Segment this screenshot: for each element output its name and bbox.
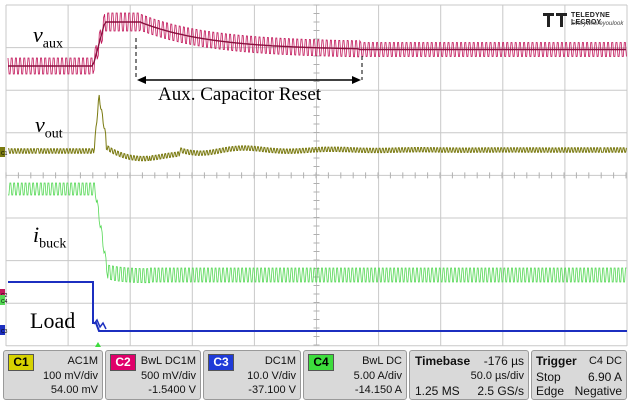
c4-coupling: BwL DC	[362, 355, 402, 367]
trace-load-glitch	[93, 318, 107, 330]
annotation-arrow-left-head	[137, 76, 146, 84]
channel-tag-c1: C1	[8, 354, 34, 371]
channel-marker-label-0: C1	[1, 151, 8, 157]
channel-tag-c4: C4	[308, 354, 334, 371]
timebase-samples: 1.25 MS	[415, 384, 460, 398]
c3-coupling: DC1M	[264, 355, 296, 367]
trigger-type: Edge	[536, 384, 565, 398]
trigger-slope: Negative	[574, 384, 622, 398]
label-load: Load	[30, 308, 76, 333]
timebase-tdiv: 50.0 µs/div	[470, 370, 524, 382]
trigger-source: C4 DC	[588, 355, 622, 367]
channel-marker-2	[0, 295, 5, 305]
channel-marker-label-3: C3	[1, 329, 8, 335]
logo-tagline: Everywhereyoulook	[571, 21, 624, 27]
lecroy-mark-icon	[543, 13, 567, 27]
waveform-plot: C1C2C4C3	[0, 0, 629, 348]
channel-box-c4[interactable]: C4 BwL DC 5.00 A/div -14.150 A	[303, 350, 407, 400]
trigger-level: 6.90 A	[587, 370, 622, 384]
trace-v-aux-mean	[8, 21, 626, 67]
trigger-label: Trigger	[536, 354, 577, 368]
c2-vdiv: 500 mV/div	[140, 370, 196, 382]
trace-v-out	[8, 94, 627, 162]
label-i-buck: ibuck	[33, 222, 67, 252]
trace-i-buck	[8, 182, 627, 284]
annotation-aux-capacitor-reset: Aux. Capacitor Reset	[158, 84, 322, 105]
label-v-out: vout	[35, 112, 63, 142]
c4-offset: -14.150 A	[354, 384, 402, 396]
channel-tag-c3: C3	[208, 354, 234, 371]
timebase-box[interactable]: Timebase -176 µs 50.0 µs/div 1.25 MS 2.5…	[409, 350, 529, 400]
channel-box-c2[interactable]: C2 BwL DC1M 500 mV/div -1.5400 V	[105, 350, 201, 400]
logo-brand: TELEDYNE LECROY	[571, 12, 610, 26]
channel-marker-label-2: C4	[1, 299, 8, 305]
c1-vdiv: 100 mV/div	[42, 370, 98, 382]
grid-center-ticks	[5, 4, 627, 346]
trigger-box[interactable]: Trigger C4 DC Stop 6.90 A Edge Negative	[531, 350, 627, 400]
trigger-position-marker	[95, 342, 101, 347]
timebase-delay: -176 µs	[483, 354, 524, 368]
c4-vdiv: 5.00 A/div	[353, 370, 402, 382]
channel-marker-1	[0, 289, 5, 299]
timebase-rate: 2.5 GS/s	[477, 384, 524, 398]
c2-coupling: BwL DC1M	[140, 355, 196, 367]
label-v-aux: vaux	[33, 22, 63, 52]
c1-offset: 54.00 mV	[50, 384, 98, 396]
timebase-label: Timebase	[415, 354, 471, 368]
plot-background	[0, 0, 629, 348]
c3-offset: -37.100 V	[248, 384, 296, 396]
channel-marker-3	[0, 325, 5, 335]
channel-tag-c2: C2	[110, 354, 136, 371]
channel-box-c1[interactable]: C1 AC1M 100 mV/div 54.00 mV	[3, 350, 103, 400]
trigger-mode: Stop	[536, 370, 561, 384]
channel-marker-0	[0, 147, 5, 157]
c3-vdiv: 10.0 V/div	[247, 370, 296, 382]
c2-offset: -1.5400 V	[148, 384, 196, 396]
annotation-arrow-right-head	[352, 76, 361, 84]
scope-display: C1C2C4C3 vaux vout ibuck Load Aux. Capac…	[0, 0, 629, 348]
c1-coupling: AC1M	[67, 355, 98, 367]
teledyne-lecroy-logo: TELEDYNE LECROY Everywhereyoulook	[541, 10, 627, 36]
channel-box-c3[interactable]: C3 DC1M 10.0 V/div -37.100 V	[203, 350, 301, 400]
channel-panel: C1 AC1M 100 mV/div 54.00 mV C2 BwL DC1M …	[0, 348, 629, 402]
